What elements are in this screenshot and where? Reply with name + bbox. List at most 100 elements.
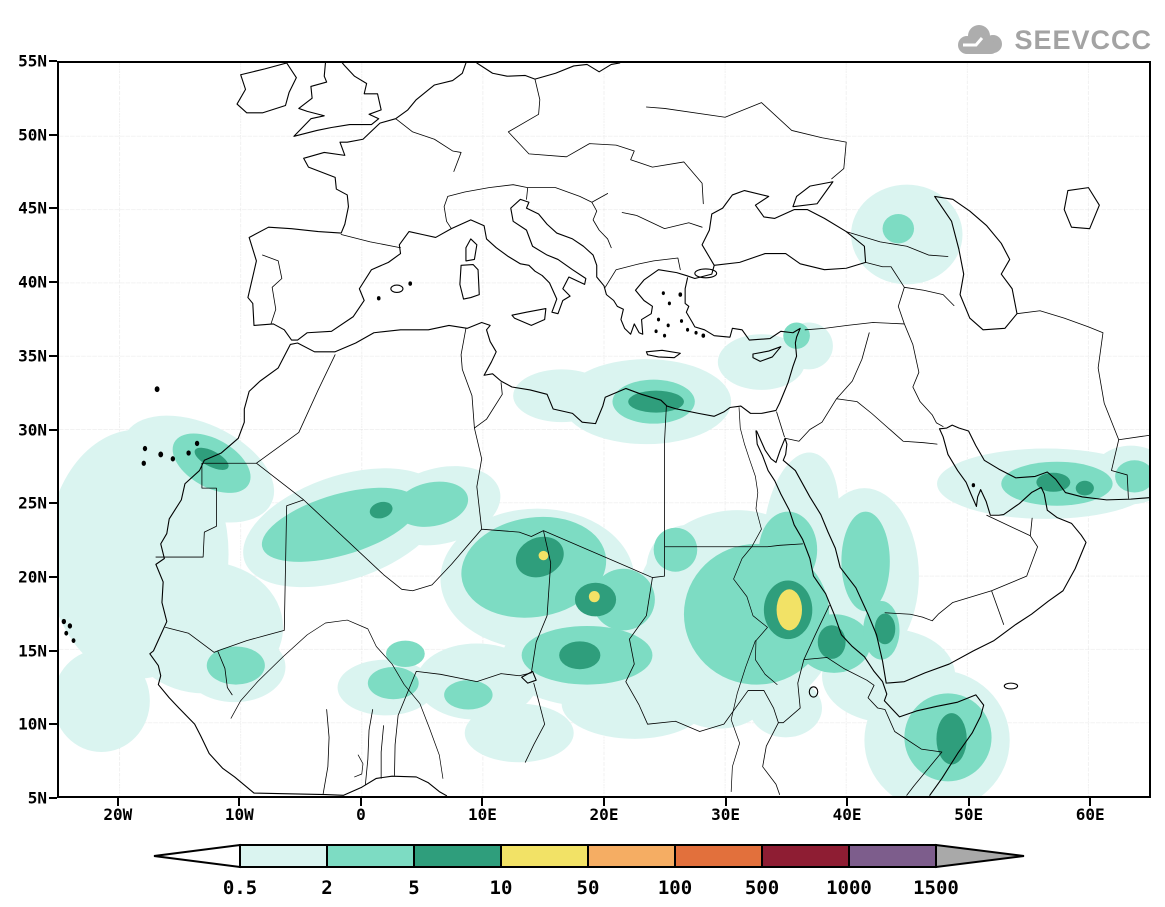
colorbar-svg xyxy=(153,843,1025,869)
lat-tick-label: 30N xyxy=(18,420,47,439)
coastline-blacksea xyxy=(702,191,866,270)
dust-layer-yellow xyxy=(538,550,803,631)
coastline-layer xyxy=(150,63,1149,796)
colorbar-tick-label: 1500 xyxy=(913,877,959,899)
axis-tick-mark xyxy=(846,798,849,806)
colorbar-segment xyxy=(761,844,850,868)
lat-tick-label: 50N xyxy=(18,125,47,145)
island-sicily xyxy=(512,309,546,326)
island-socotra xyxy=(1004,683,1017,689)
coastline-britain xyxy=(294,63,381,136)
colorbar-under-arrow xyxy=(153,843,241,869)
lon-tick-label: 20W xyxy=(103,805,133,824)
coastline-aral xyxy=(1064,188,1099,229)
lat-tick-label: 20N xyxy=(18,567,47,587)
colorbar-tick-label: 100 xyxy=(657,877,693,899)
niger-river xyxy=(231,620,443,778)
axis-tick-mark xyxy=(238,798,241,806)
lat-tick-marks xyxy=(49,60,57,799)
lake-tana xyxy=(809,687,817,697)
axis-tick-mark xyxy=(49,649,57,652)
axis-tick-mark xyxy=(481,798,484,806)
water-features-layer xyxy=(231,408,818,792)
axis-tick-mark xyxy=(49,354,57,357)
island-mallorca xyxy=(391,285,403,292)
white-nile-river xyxy=(731,641,755,792)
colorbar-segment xyxy=(239,844,328,868)
axis-tick-mark xyxy=(49,207,57,210)
island-corsica xyxy=(466,239,477,261)
lon-tick-label: 10W xyxy=(224,805,254,824)
lon-tick-label: 10E xyxy=(467,805,497,824)
lat-tick-label: 35N xyxy=(18,346,47,366)
axis-tick-mark xyxy=(116,798,119,806)
lat-tick-label: 45N xyxy=(18,198,47,218)
lat-tick-label: 40N xyxy=(18,272,47,292)
colorbar-tick-label: 50 xyxy=(576,877,600,899)
country-borders xyxy=(156,79,1149,795)
coastline-azov xyxy=(793,182,833,207)
axis-tick-mark xyxy=(724,798,727,806)
coastline-europe xyxy=(248,63,714,340)
colorbar-segment xyxy=(848,844,937,868)
lake-volta xyxy=(355,755,363,777)
island-sardinia xyxy=(460,265,479,299)
colorbar-segment xyxy=(326,844,415,868)
axis-tick-mark xyxy=(49,60,57,62)
axis-tick-mark xyxy=(49,428,57,431)
colorbar-segment xyxy=(500,844,589,868)
seevccc-logo: SEEVCCC xyxy=(953,22,1152,58)
lon-tick-label: 20E xyxy=(589,805,619,824)
colorbar-tick-label: 0.5 xyxy=(222,877,258,899)
logo-text: SEEVCCC xyxy=(1014,24,1152,55)
axis-tick-mark xyxy=(49,502,57,505)
coastline-redsea-west xyxy=(756,431,984,795)
lat-tick-label: 5N xyxy=(27,788,47,808)
colorbar-segment xyxy=(674,844,763,868)
colorbar-tick-label: 5 xyxy=(408,877,420,899)
lon-tick-label: 50E xyxy=(954,805,984,824)
lon-axis: 20W 10W 0 10E 20E 30E 40E 50E 60E xyxy=(57,805,1151,827)
lat-tick-label: 10N xyxy=(18,714,47,734)
lat-tick-label: 25N xyxy=(18,493,47,513)
lat-axis: 55N 50N 45N 40N 35N 30N 25N 20N 15N 10N … xyxy=(0,52,50,808)
island-crete xyxy=(646,350,680,357)
axis-tick-mark xyxy=(359,798,362,806)
map-frame xyxy=(57,61,1151,798)
colorbar-tick-label: 500 xyxy=(744,877,780,899)
axis-tick-mark xyxy=(49,281,57,284)
colorbar-segment xyxy=(413,844,502,868)
nile-river xyxy=(734,408,778,685)
colorbar-tick-label: 1000 xyxy=(826,877,872,899)
island-cyprus xyxy=(753,347,781,362)
cloud-icon xyxy=(958,25,1003,54)
colorbar-segment xyxy=(587,844,676,868)
border-layer xyxy=(156,79,1149,795)
axis-tick-mark xyxy=(967,798,970,806)
map-svg xyxy=(59,63,1149,796)
axis-tick-mark xyxy=(49,575,57,578)
coastline-arabia xyxy=(757,425,1149,683)
colorbar-labels: 0.5 2 5 10 50 100 500 1000 1500 xyxy=(152,874,1032,902)
colorbar: 0.5 2 5 10 50 100 500 1000 1500 xyxy=(152,842,1032,904)
gridline-layer xyxy=(59,63,1149,796)
lon-tick-label: 30E xyxy=(711,805,740,824)
coastline-africa xyxy=(150,278,800,796)
colorbar-tick-label: 2 xyxy=(321,877,333,899)
coastline-ireland xyxy=(237,63,296,113)
colorbar-tick-label: 10 xyxy=(489,877,513,899)
axis-tick-mark xyxy=(1089,798,1092,806)
colorbar-over-arrow xyxy=(935,843,1025,869)
sea-of-marmara xyxy=(695,269,717,278)
lat-tick-label: 55N xyxy=(18,51,47,71)
lat-tick-label: 15N xyxy=(18,641,47,661)
lon-tick-marks xyxy=(57,798,1151,806)
coastline-baltic xyxy=(477,63,620,79)
axis-tick-mark xyxy=(603,798,605,806)
island-layer xyxy=(61,239,1018,689)
lon-tick-label: 40E xyxy=(832,805,862,824)
lon-tick-label: 60E xyxy=(1075,805,1105,824)
axis-tick-mark xyxy=(49,797,57,799)
axis-tick-mark xyxy=(49,133,57,136)
